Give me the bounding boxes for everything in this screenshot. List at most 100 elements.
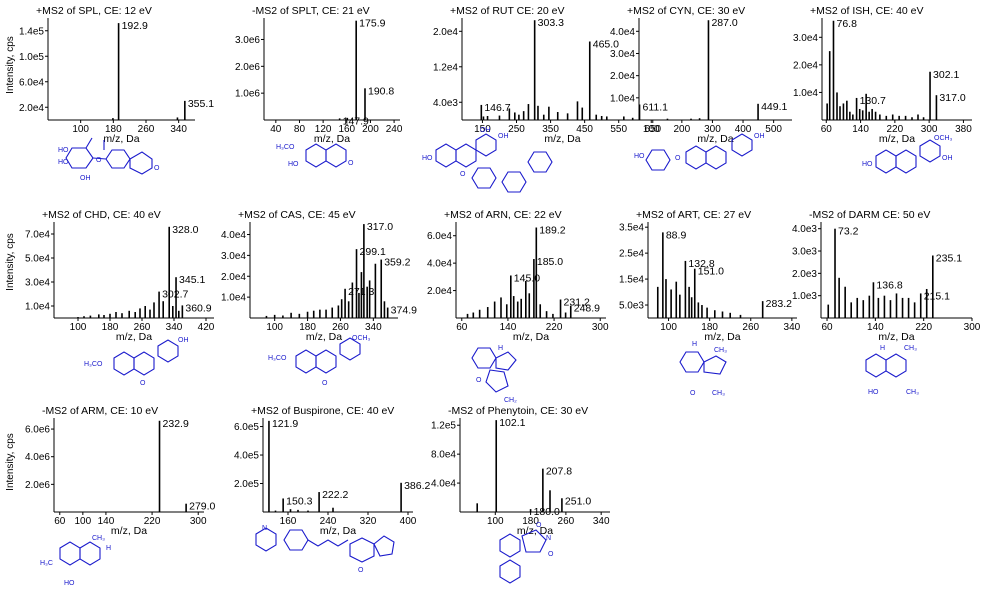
peak-label: 271.3 — [348, 286, 374, 298]
x-tick-label: 220 — [144, 516, 161, 527]
x-tick-label: 350 — [542, 124, 559, 135]
peak-label: 359.2 — [384, 257, 410, 269]
peak-label: 150.3 — [286, 495, 312, 507]
panel-title: +MS2 of Buspirone, CE: 40 eV — [251, 405, 394, 417]
y-tick-label: 4.0e3 — [433, 98, 458, 109]
structure-art: CH₃ H O CH₃ — [679, 341, 727, 397]
y-tick-label: 3.5e4 — [619, 223, 644, 234]
peak-label: 192.9 — [122, 20, 148, 32]
cyn-oh: OH — [754, 133, 765, 140]
art-h: H — [692, 341, 697, 348]
splt-h3co: H₃CO — [276, 144, 295, 151]
x-axis-label: m/z, Da — [544, 133, 580, 145]
peak-label: 88.9 — [666, 229, 687, 241]
x-tick-label: 40 — [270, 124, 282, 135]
peak-label: 345.1 — [179, 274, 205, 286]
structure-darm: CH₃ H HO CH₃ — [865, 345, 919, 396]
x-axis-label: m/z, Da — [697, 133, 733, 145]
x-tick-label: 140 — [867, 322, 884, 333]
peak-label: 76.8 — [836, 18, 857, 30]
x-tick-label: 340 — [784, 322, 801, 333]
peak-label: 121.9 — [272, 418, 298, 430]
peak-label: 73.2 — [838, 226, 859, 238]
x-tick-label: 100 — [266, 322, 283, 333]
structure-arm: H₃C CH₃ H HO — [40, 535, 111, 587]
y-tick-label: 2.0e4 — [19, 103, 44, 114]
panel-6: +MS2 of CAS, CE: 45 eV 100 180 260 340 1.0e4 2… — [221, 209, 417, 343]
x-tick-label: 340 — [365, 322, 382, 333]
x-tick-label: 260 — [134, 322, 151, 333]
y-tick-label: 2.0e6 — [25, 480, 50, 491]
y-tick-label: 1.2e5 — [431, 421, 456, 432]
x-tick-label: 160 — [338, 124, 355, 135]
x-tick-label: 150 — [474, 124, 491, 135]
peak-label: 189.2 — [539, 224, 565, 236]
peak-label: 303.3 — [538, 17, 564, 29]
peak-label: 102.1 — [499, 417, 525, 429]
panel-title: +MS2 of CAS, CE: 45 eV — [238, 209, 356, 221]
x-axis-label: m/z, Da — [103, 133, 139, 145]
peak-label: 302.1 — [933, 69, 959, 81]
x-tick-label: 240 — [320, 516, 337, 527]
y-tick-label: 2.0e4 — [433, 27, 458, 38]
peak-label: 147.9 — [343, 115, 369, 127]
peak-label: 465.0 — [593, 39, 619, 51]
x-tick-label: 200 — [673, 124, 690, 135]
x-axis-label: m/z, Da — [320, 525, 356, 537]
ylabel-row3: Intensity, cps — [5, 433, 16, 491]
panel-title: -MS2 of Phenytoin, CE: 30 eV — [448, 405, 588, 417]
chd-oh: OH — [178, 337, 189, 344]
peak-label: 302.7 — [162, 289, 188, 301]
chd-h3co: H₃CO — [84, 361, 103, 368]
structures: HO HO OH O O H₃CO HO O HO OH OH O — [40, 127, 953, 587]
x-axis-label: m/z, Da — [111, 525, 147, 537]
splt-o: O — [348, 160, 354, 167]
y-tick-label: 8.0e4 — [431, 450, 456, 461]
phen-o: O — [536, 522, 542, 529]
darm-ch3: CH₃ — [904, 345, 917, 352]
panel-9: -MS2 of DARM CE: 50 eV 60 140 220 300 1.0e3 2.… — [792, 209, 981, 343]
y-tick-label: 1.0e4 — [25, 302, 50, 313]
x-tick-label: 320 — [360, 516, 377, 527]
y-tick-label: 6.0e5 — [234, 422, 259, 433]
x-tick-label: 300 — [592, 322, 609, 333]
art-o: O — [690, 390, 696, 397]
y-tick-label: 1.0e3 — [792, 291, 817, 302]
rut-ho: HO — [422, 155, 433, 162]
x-tick-label: 100 — [70, 322, 87, 333]
structure-ish: OCH₃ HO OH — [862, 135, 953, 174]
x-tick-label: 260 — [742, 322, 759, 333]
x-tick-label: 240 — [386, 124, 403, 135]
spl-o2: O — [154, 165, 160, 172]
panel-12: -MS2 of Phenytoin, CE: 30 eV 100 180 260 340… — [431, 405, 610, 537]
x-axis-label: m/z, Da — [704, 331, 740, 343]
x-tick-label: 180 — [105, 124, 122, 135]
rut-oh: OH — [498, 133, 509, 140]
ylabel-row1: Intensity, cps — [5, 36, 16, 94]
y-tick-label: 4.0e4 — [610, 27, 635, 38]
peak-label: 132.8 — [688, 258, 714, 270]
y-tick-label: 4.0e4 — [221, 230, 246, 241]
panel-3: +MS2 of CYN, CE: 30 eV 100 200 300 400 500 1.0… — [610, 5, 792, 145]
spl-oh: OH — [80, 175, 91, 182]
x-tick-label: 180 — [522, 516, 539, 527]
x-tick-label: 180 — [299, 322, 316, 333]
structure-phenytoin: O O N — [499, 522, 554, 584]
x-tick-label: 220 — [887, 124, 904, 135]
rut-o: O — [460, 171, 466, 178]
phen-n: N — [546, 535, 551, 542]
y-tick-label: 1.5e4 — [619, 275, 644, 286]
ish-oh: OH — [942, 155, 953, 162]
y-tick-label: 4.0e4 — [427, 259, 452, 270]
y-tick-label: 2.5e4 — [619, 249, 644, 260]
y-tick-label: 2.0e4 — [793, 60, 818, 71]
x-axis-label: m/z, Da — [116, 331, 152, 343]
x-tick-label: 300 — [704, 124, 721, 135]
x-axis-label: m/z, Da — [878, 331, 914, 343]
x-tick-label: 140 — [500, 322, 517, 333]
peak-label: 283.2 — [766, 298, 792, 310]
darm-ho: HO — [868, 389, 879, 396]
x-tick-label: 220 — [546, 322, 563, 333]
x-tick-label: 80 — [294, 124, 306, 135]
arn-ch2: CH₂ — [504, 397, 517, 404]
